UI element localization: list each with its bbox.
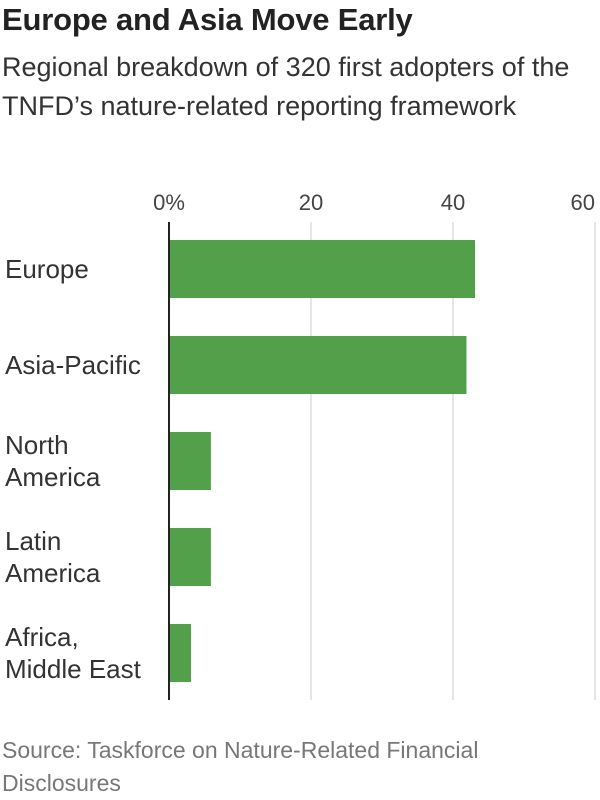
bar: [169, 528, 211, 586]
category-label: Africa,: [5, 622, 79, 652]
x-tick-label: 60: [571, 190, 595, 215]
category-label: Middle East: [5, 654, 142, 684]
source-note: Source: Taskforce on Nature-Related Fina…: [2, 737, 479, 796]
chart-title: Europe and Asia Move Early: [2, 2, 413, 37]
category-label: America: [5, 558, 101, 588]
category-label: Europe: [5, 254, 89, 284]
bar: [169, 624, 192, 682]
category-label: North: [5, 430, 69, 460]
category-label: Latin: [5, 526, 61, 556]
bar-chart: 0% 20 40 60EuropeAsia-PacificNorthAmericaLa…: [5, 190, 596, 700]
category-label: America: [5, 462, 101, 492]
chart-subtitle: Regional breakdown of 320 first adopters…: [2, 52, 570, 121]
x-tick-label: 40: [441, 190, 465, 215]
bar: [169, 432, 211, 490]
category-label: Asia-Pacific: [5, 350, 141, 380]
bar: [169, 240, 476, 298]
bar: [169, 336, 467, 394]
x-tick-label: 0%: [153, 190, 185, 215]
x-tick-label: 20: [299, 190, 323, 215]
